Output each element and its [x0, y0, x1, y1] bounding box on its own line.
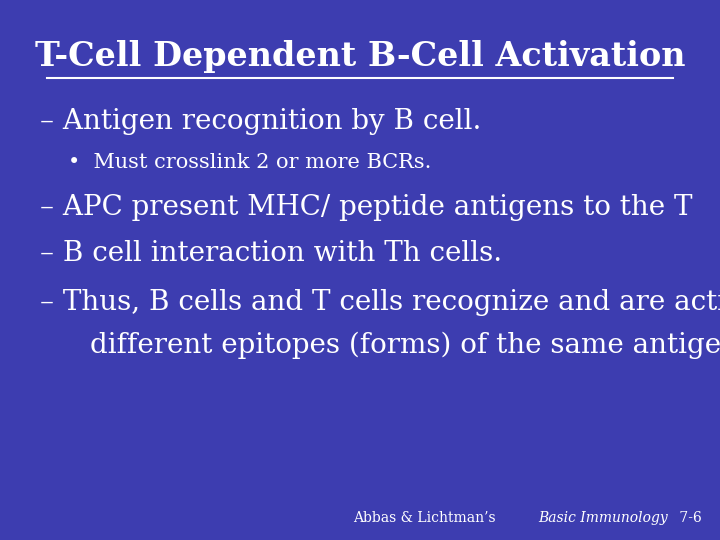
Text: – Thus, B cells and T cells recognize and are activated by: – Thus, B cells and T cells recognize an…	[40, 289, 720, 316]
Text: – B cell interaction with Th cells.: – B cell interaction with Th cells.	[40, 240, 502, 267]
Text: T-Cell Dependent B-Cell Activation: T-Cell Dependent B-Cell Activation	[35, 40, 685, 73]
Text: different epitopes (forms) of the same antigen.: different epitopes (forms) of the same a…	[90, 332, 720, 359]
Text: Abbas & Lichtman’s: Abbas & Lichtman’s	[353, 511, 500, 525]
Text: •  Must crosslink 2 or more BCRs.: • Must crosslink 2 or more BCRs.	[68, 152, 432, 172]
Text: – Antigen recognition by B cell.: – Antigen recognition by B cell.	[40, 108, 481, 135]
Text: Basic Immunology: Basic Immunology	[538, 511, 667, 525]
Text: 7-6: 7-6	[675, 511, 702, 525]
Text: – APC present MHC/ peptide antigens to the T: – APC present MHC/ peptide antigens to t…	[40, 194, 692, 221]
